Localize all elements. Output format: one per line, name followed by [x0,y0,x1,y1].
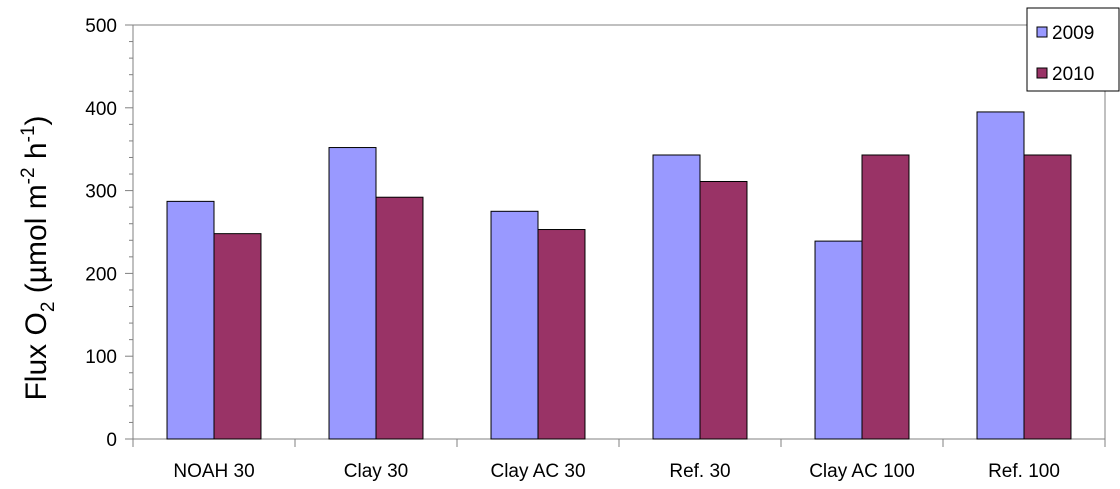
y-axis-label: Flux O2 (µmol m-2 h-1) [18,115,59,400]
legend-swatch-2010 [1036,67,1048,79]
y-tick-label: 200 [85,264,117,285]
ylabel-unit: (µmol m [20,184,53,301]
ylabel-subscript-2: 2 [38,302,59,313]
ylabel-close: ) [20,115,53,125]
y-tick-label: 0 [106,430,117,451]
bar-2009 [166,200,215,440]
legend-swatch-2009 [1036,26,1048,38]
x-tick-label: NOAH 30 [173,461,254,482]
plot-area [132,24,1106,440]
ylabel-superscript-m: -2 [18,167,39,184]
bars [166,111,1072,440]
bar-2009 [976,111,1025,440]
bar-2009 [328,147,377,440]
y-tick-label: 300 [85,182,117,203]
ylabel-superscript-h: -1 [18,125,39,142]
legend-label-2009: 2009 [1052,23,1094,44]
bar-2010 [375,196,424,440]
bar-2010 [861,154,910,440]
x-axis: NOAH 30 Clay 30 Clay AC 30 Ref. 30 Clay AC 1… [132,439,1106,482]
legend: 2009 2010 [1026,7,1120,92]
bar-2010 [699,180,748,440]
bar-2009 [814,240,863,440]
bar-2010 [1023,154,1072,440]
bar-2010 [537,229,586,440]
y-tick-label: 400 [85,99,117,120]
legend-label-2010: 2010 [1052,64,1094,85]
bar-2009 [490,210,539,440]
bar-2010 [213,233,262,440]
ylabel-h: h [20,142,53,167]
x-tick-label: Clay AC 100 [809,461,915,482]
ylabel-flux: Flux O [20,312,53,400]
x-tick-label: Ref. 100 [988,461,1060,482]
y-tick-label: 100 [85,347,117,368]
bar-2009 [652,154,701,440]
x-tick-label: Clay 30 [344,461,408,482]
x-tick-label: Ref. 30 [669,461,730,482]
y-axis: 0 100 200 300 400 500 [85,16,134,451]
x-tick-label: Clay AC 30 [490,461,585,482]
y-tick-label: 500 [85,16,117,37]
